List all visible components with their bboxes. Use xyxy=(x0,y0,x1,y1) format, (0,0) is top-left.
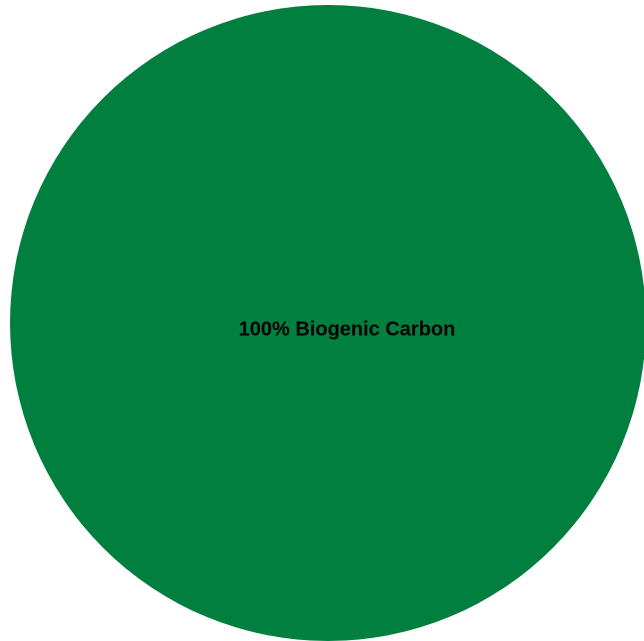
pie-slice-0 xyxy=(10,5,644,641)
slice-label-biogenic-carbon: 100% Biogenic Carbon xyxy=(239,318,456,340)
pie-slices xyxy=(10,5,644,641)
